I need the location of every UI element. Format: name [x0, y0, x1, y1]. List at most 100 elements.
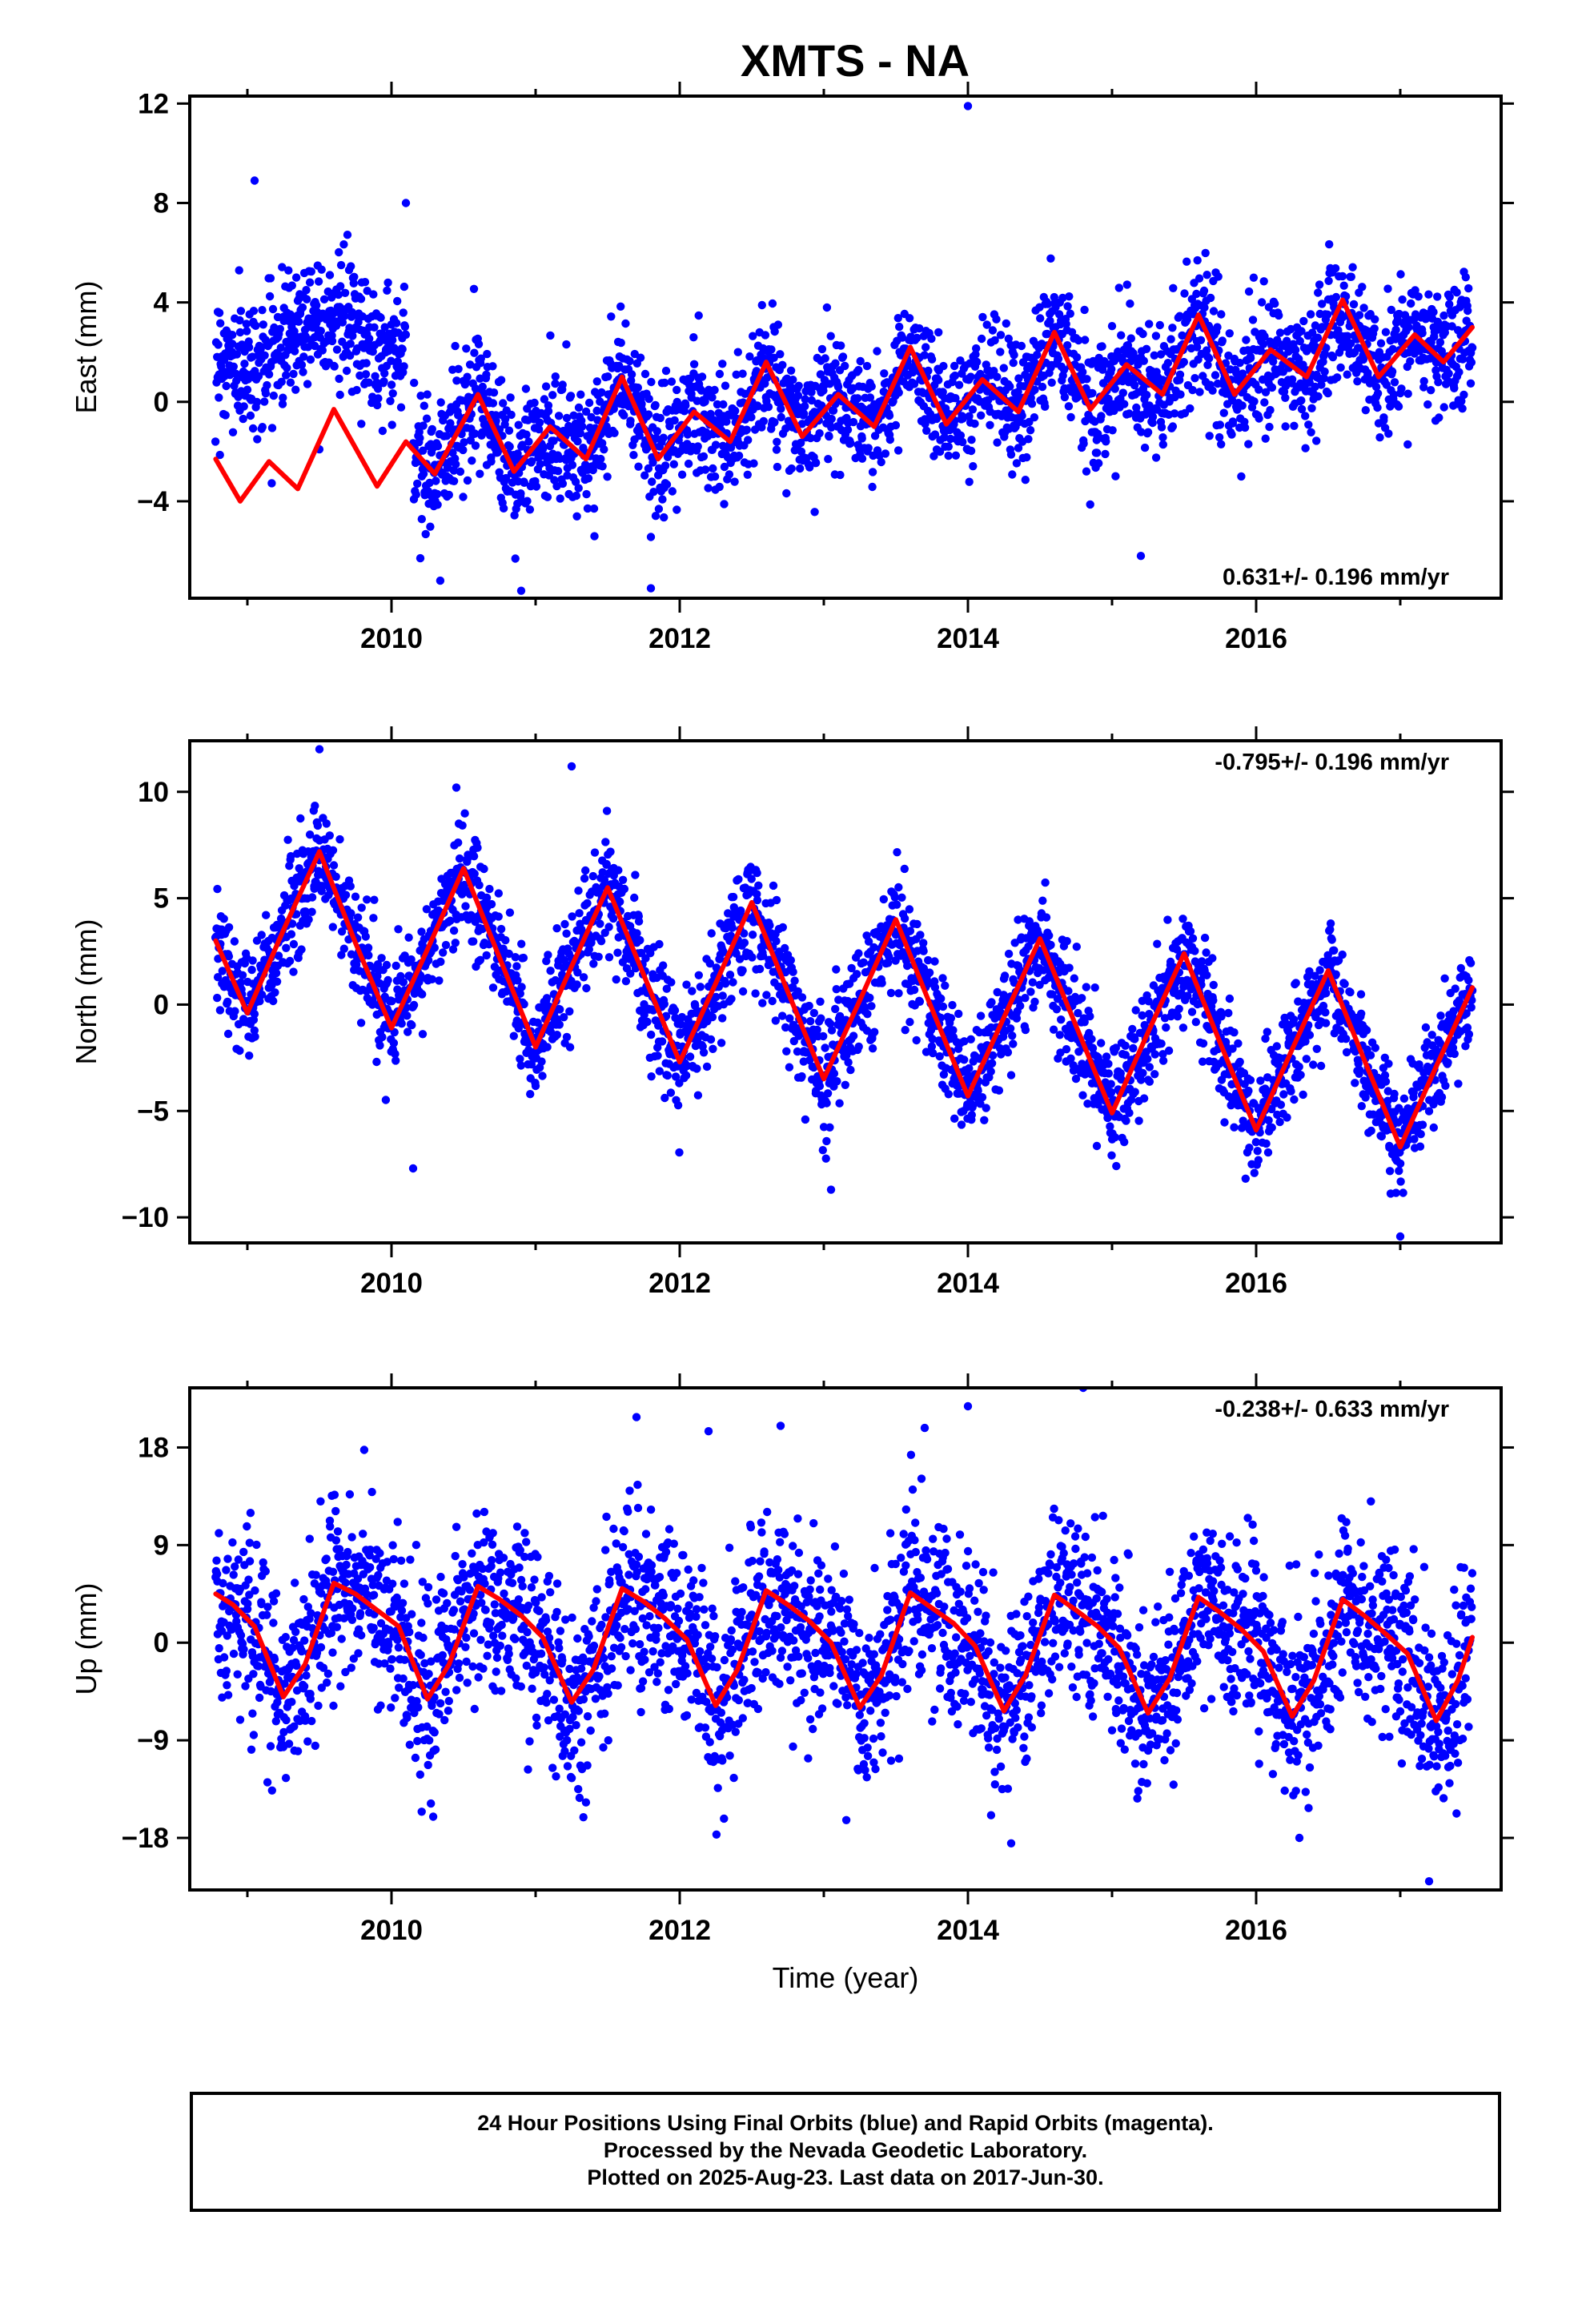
data-point — [1407, 299, 1415, 308]
data-point — [1151, 453, 1161, 462]
data-point — [284, 266, 293, 275]
data-point — [822, 303, 832, 312]
data-point — [265, 292, 275, 301]
data-point — [343, 231, 352, 239]
data-point — [409, 1000, 419, 1010]
data-point — [1071, 1074, 1081, 1084]
data-point — [891, 956, 900, 965]
data-point — [753, 868, 761, 878]
data-point — [373, 400, 382, 410]
data-point — [1111, 472, 1120, 480]
data-point — [251, 321, 260, 330]
data-point — [1038, 382, 1047, 392]
data-point — [1324, 276, 1333, 285]
data-point — [287, 930, 296, 939]
data-point — [988, 326, 998, 335]
data-point — [770, 327, 779, 336]
data-point — [325, 831, 334, 840]
data-point — [363, 943, 373, 952]
data-point — [1387, 305, 1396, 315]
data-point — [304, 915, 313, 924]
data-point — [337, 927, 347, 936]
data-point — [881, 449, 890, 458]
data-point — [935, 447, 945, 456]
data-point — [1215, 432, 1224, 442]
data-point — [319, 295, 329, 304]
data-point — [825, 1019, 835, 1028]
data-point — [729, 978, 737, 987]
data-point — [805, 1001, 813, 1011]
data-point — [476, 955, 485, 965]
data-point — [417, 515, 426, 524]
data-point — [356, 295, 366, 304]
data-point — [536, 460, 544, 468]
data-point — [621, 977, 631, 986]
data-point — [1379, 413, 1388, 422]
data-point — [722, 417, 731, 426]
data-point — [335, 834, 344, 844]
data-point — [215, 1006, 225, 1015]
data-point — [487, 457, 496, 466]
data-point — [857, 434, 866, 443]
data-point — [589, 959, 598, 968]
data-point — [825, 432, 833, 441]
data-point — [719, 400, 728, 409]
data-point — [400, 322, 410, 332]
data-point — [1065, 963, 1074, 972]
data-point — [835, 1099, 844, 1108]
data-point — [299, 352, 308, 361]
data-point — [391, 961, 400, 971]
data-point — [721, 979, 730, 988]
data-point — [1097, 1039, 1106, 1047]
data-point — [662, 984, 671, 993]
data-point — [1468, 344, 1477, 352]
data-point — [451, 341, 460, 351]
data-point — [1046, 254, 1055, 263]
data-point — [1175, 370, 1185, 379]
data-point — [807, 388, 816, 396]
data-point — [260, 397, 269, 406]
data-point — [1049, 1025, 1058, 1034]
data-point — [369, 290, 378, 299]
data-point — [240, 360, 249, 368]
data-point — [1429, 308, 1438, 316]
data-point — [738, 987, 748, 996]
data-point — [841, 1080, 850, 1090]
data-point — [468, 456, 476, 465]
data-point — [867, 382, 876, 391]
data-point — [1299, 316, 1308, 326]
data-point — [317, 265, 326, 274]
data-point — [1088, 388, 1097, 398]
data-point — [944, 451, 953, 460]
data-point — [1021, 1025, 1030, 1035]
data-point — [614, 866, 623, 875]
data-point — [572, 512, 581, 521]
data-point — [1331, 263, 1340, 273]
data-point — [786, 955, 795, 965]
data-point — [853, 394, 862, 403]
data-point — [421, 529, 430, 539]
data-point — [446, 419, 455, 428]
data-point — [688, 987, 697, 995]
data-point — [661, 378, 669, 388]
data-point — [1297, 396, 1306, 405]
data-point — [558, 479, 568, 489]
data-point — [1260, 398, 1269, 407]
data-point — [659, 961, 668, 970]
data-point — [631, 870, 640, 879]
data-point — [822, 1099, 831, 1108]
data-point — [388, 389, 397, 398]
data-point — [364, 378, 373, 387]
data-point — [712, 992, 721, 1002]
data-point — [793, 987, 802, 996]
data-point — [397, 1019, 406, 1028]
data-point — [1431, 366, 1440, 375]
data-point — [489, 388, 499, 397]
data-point — [1014, 374, 1023, 383]
data-point — [1261, 434, 1270, 443]
data-point — [452, 376, 461, 385]
data-point — [963, 102, 973, 111]
data-point — [383, 278, 392, 287]
data-point — [893, 446, 903, 455]
data-point — [565, 1043, 575, 1051]
